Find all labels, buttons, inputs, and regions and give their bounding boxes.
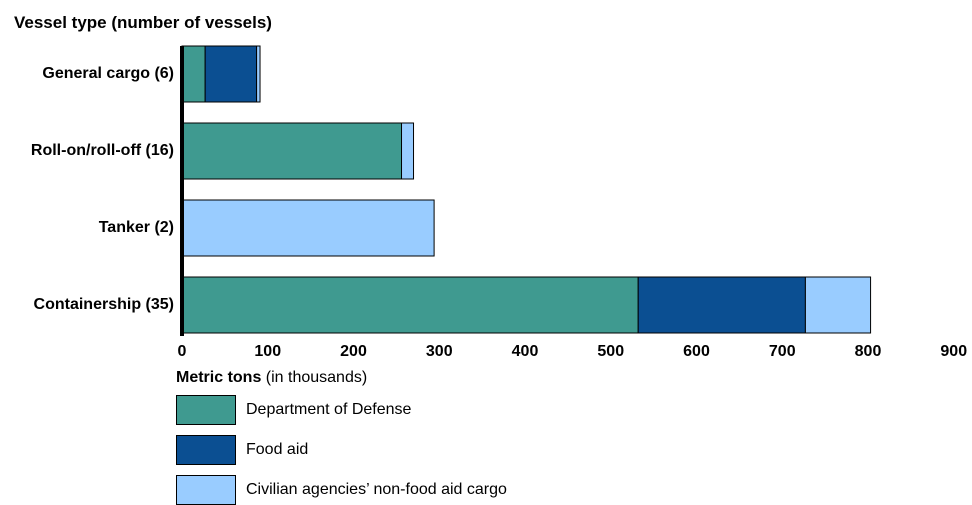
bars-group bbox=[181, 45, 872, 334]
category-label-3: Containership (35) bbox=[33, 296, 174, 313]
x-tick-label: 600 bbox=[683, 343, 710, 360]
legend-label: Department of Defense bbox=[246, 401, 412, 418]
x-tick-label: 0 bbox=[177, 343, 187, 360]
y-axis-title: Vessel type (number of vessels) bbox=[14, 13, 272, 32]
x-tick-label: 900 bbox=[940, 343, 968, 360]
x-tick-label: 500 bbox=[597, 343, 625, 360]
legend-label: Food aid bbox=[246, 441, 309, 458]
legend-swatch bbox=[176, 435, 236, 465]
x-tick-label: 700 bbox=[768, 343, 796, 360]
x-axis-title-bold: Metric tons bbox=[176, 369, 262, 386]
category-label-2: Tanker (2) bbox=[98, 219, 174, 236]
x-tick-label: 400 bbox=[511, 343, 539, 360]
legend-label: Civilian agencies’ non-food aid cargo bbox=[246, 481, 507, 498]
legend-item: Civilian agencies’ non-food aid cargo bbox=[176, 475, 507, 505]
x-tick-label: 300 bbox=[425, 343, 453, 360]
x-tick-label: 800 bbox=[854, 343, 882, 360]
bar-segment-1-0 bbox=[181, 122, 403, 180]
bar-segment-3-2 bbox=[804, 276, 872, 334]
category-label-1: Roll-on/roll-off (16) bbox=[30, 142, 174, 159]
bar-segment-3-0 bbox=[181, 276, 639, 334]
bar-segment-3-1 bbox=[637, 276, 806, 334]
bar-segment-2-2 bbox=[181, 199, 435, 257]
bar-segment-1-2 bbox=[401, 122, 415, 180]
category-label-0: General cargo (6) bbox=[42, 65, 174, 82]
bar-chart bbox=[180, 45, 872, 336]
legend-item: Department of Defense bbox=[176, 395, 411, 425]
x-axis-title-rest: (in thousands) bbox=[261, 369, 368, 386]
x-axis-title: Metric tons (in thousands) bbox=[176, 369, 367, 387]
bar-segment-0-0 bbox=[181, 45, 206, 103]
x-tick-label: 100 bbox=[254, 343, 282, 360]
x-tick-label: 200 bbox=[340, 343, 367, 360]
bar-segment-0-2 bbox=[256, 45, 261, 103]
legend-item: Food aid bbox=[176, 435, 308, 465]
bar-segment-0-1 bbox=[204, 45, 258, 103]
legend-swatch bbox=[176, 395, 236, 425]
legend-swatch bbox=[176, 475, 236, 505]
